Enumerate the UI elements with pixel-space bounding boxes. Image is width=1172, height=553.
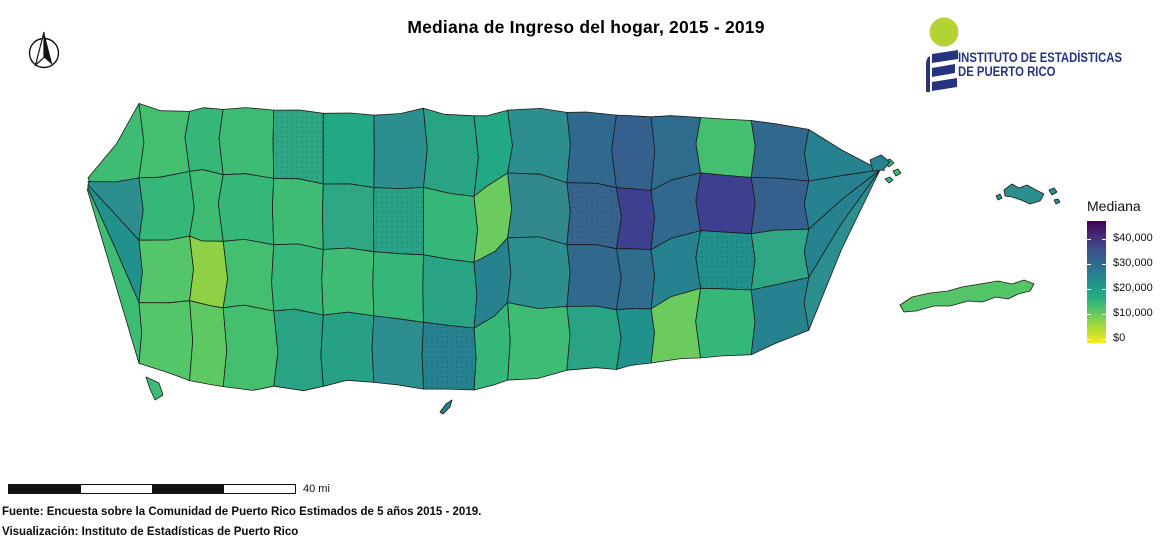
municipio-region (423, 107, 479, 197)
municipio-region (273, 308, 324, 392)
north-arrow-icon (28, 31, 60, 69)
municipio-region (507, 172, 571, 245)
cabo-rojo-point (145, 376, 164, 401)
scale-bar-segment (223, 485, 295, 493)
scale-bar-segment (9, 485, 81, 493)
municipio-region (184, 107, 224, 176)
institute-logo: INSTITUTO DE ESTADÍSTICAS DE PUERTO RICO (922, 14, 1162, 100)
culebra-island (1003, 183, 1045, 205)
municipio-region (422, 254, 478, 329)
culebra-islet-2 (1053, 198, 1061, 205)
municipio-stipple-overlay (422, 322, 477, 390)
municipio-region (138, 171, 195, 241)
legend-label-40000: $40,000 (1113, 232, 1153, 244)
source-line: Fuente: Encuesta sobre la Comunidad de P… (2, 506, 482, 518)
municipio-stipple-overlay (566, 182, 622, 249)
municipio-region (373, 107, 428, 189)
legend-label-20000: $20,000 (1113, 282, 1153, 294)
municipio-region (217, 173, 275, 246)
municipio-region (566, 244, 622, 311)
municipio-region (189, 235, 228, 309)
municipio-region (566, 305, 622, 371)
municipio-region (321, 247, 375, 317)
institute-name: INSTITUTO DE ESTADÍSTICAS DE PUERTO RICO (958, 51, 1122, 78)
legend-label-0: $0 (1113, 332, 1126, 344)
municipio-region (695, 117, 756, 178)
municipio-stipple-overlay (695, 230, 756, 290)
municipio-region (611, 114, 656, 191)
vieques-island (899, 279, 1035, 313)
institute-name-line1: INSTITUTO DE ESTADÍSTICAS (958, 50, 1123, 65)
municipio-region (138, 103, 190, 179)
municipio-region (372, 251, 424, 323)
municipio-region (750, 177, 810, 235)
municipio-region (138, 300, 194, 381)
municipio-region (616, 248, 655, 311)
scale-bar-segment (152, 485, 224, 493)
municipio-region (750, 277, 810, 356)
scale-bar-label: 40 mi (303, 483, 330, 495)
culebrita-islet (1048, 187, 1058, 196)
municipio-stipple-overlay (273, 110, 324, 184)
municipio-region (218, 107, 275, 179)
municipio-region (322, 183, 375, 253)
legend-title: Mediana (1087, 198, 1141, 214)
culebra-islet-1 (995, 193, 1003, 201)
ne-islet-3 (884, 176, 894, 184)
legend-label-30000: $30,000 (1113, 257, 1153, 269)
municipio-region (272, 178, 324, 250)
municipio-region (695, 172, 756, 235)
page-title: Mediana de Ingreso del hogar, 2015 - 201… (407, 17, 765, 37)
municipio-region (507, 236, 571, 309)
source-note: Fuente: Encuesta sobre la Comunidad de P… (2, 502, 481, 542)
scale-bar (8, 484, 296, 494)
legend: Mediana $40,000 $30,000 $20,000 $10,000 … (1087, 198, 1172, 344)
municipio-region (750, 120, 810, 182)
municipio-region (423, 187, 478, 263)
municipio-region (507, 108, 571, 184)
legend-gradient-bar (1087, 221, 1106, 343)
institute-name-line2: DE PUERTO RICO (958, 63, 1056, 79)
institute-logo-mark (926, 17, 958, 92)
municipio-region (222, 304, 279, 391)
municipio-region (322, 112, 375, 188)
municipio-region (320, 311, 375, 387)
fajardo-point (869, 154, 891, 172)
municipio-region (222, 239, 275, 312)
scale-bar-segment (80, 485, 152, 493)
municipio-region (695, 287, 756, 359)
municipio-region (87, 103, 145, 183)
municipio-region (616, 187, 656, 250)
municipio-region (138, 235, 194, 304)
legend-label-10000: $10,000 (1113, 307, 1153, 319)
ne-islet-2 (892, 168, 902, 177)
municipio-region (271, 243, 324, 316)
municipio-region (371, 315, 424, 390)
visualization-line: Visualización: Instituto de Estadísticas… (2, 526, 299, 538)
municipio-region (616, 308, 655, 370)
municipio-region (507, 302, 571, 381)
municipio-region (189, 300, 228, 387)
caja-de-muertos-islet (439, 399, 453, 415)
municipio-stipple-overlay (373, 187, 424, 255)
municipio-region (566, 111, 617, 189)
